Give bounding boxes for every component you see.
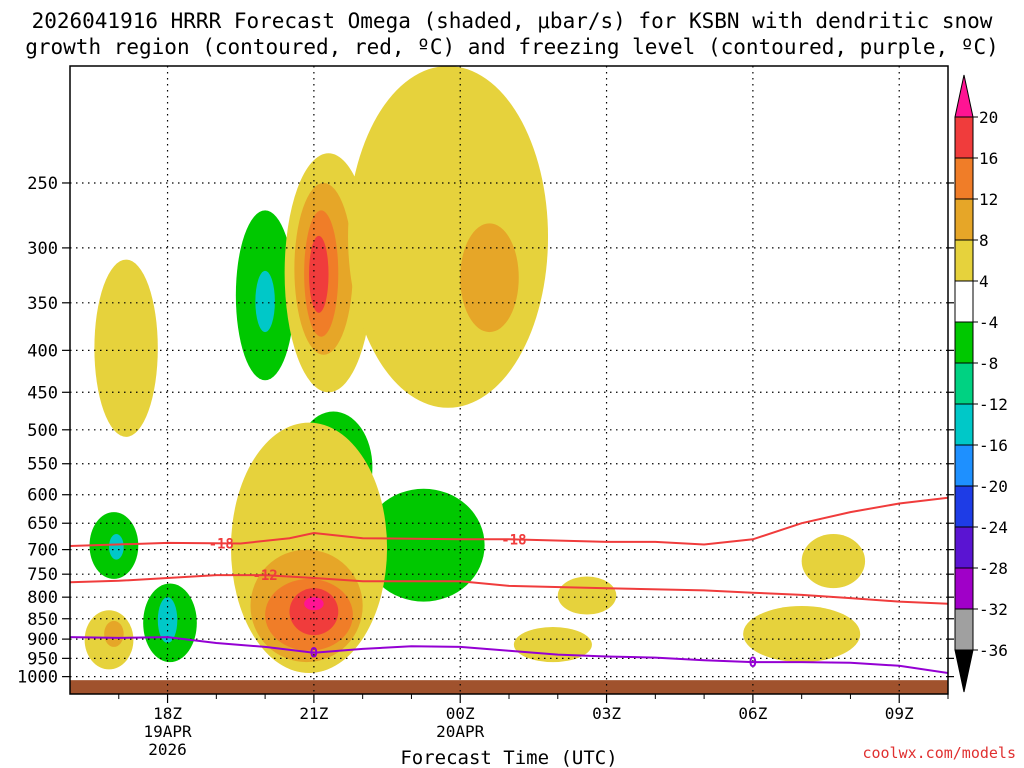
x-tick-label-18Z: 18Z — [153, 704, 182, 723]
omega-region-7 — [348, 66, 549, 408]
colorbar-label-11: -28 — [979, 559, 1008, 578]
y-tick-label-550: 550 — [27, 455, 58, 475]
omega-region-24 — [557, 576, 617, 615]
contour-labels: -18 -18 -12 0 0 — [209, 532, 758, 671]
y-tick-label-650: 650 — [27, 514, 58, 534]
colorbar-label-8: -16 — [979, 436, 1008, 455]
omega-region-15 — [289, 588, 339, 636]
colorbar-label-3: 8 — [979, 231, 989, 250]
axes: 2503003504004505005506006507007508008509… — [17, 174, 954, 759]
omega-region-16 — [304, 597, 324, 611]
colorbar: 20 16 12 8 4 -4 -8 -12 -16 -20 -24 -28 -32 -36 — [954, 74, 1008, 693]
x-tick-label-00Z: 00Z — [446, 704, 475, 723]
colorbar-box-7 — [954, 362, 974, 405]
chart-title-line2: growth region (contoured, red, ºC) and f… — [25, 35, 999, 59]
colorbar-bottom-arrow — [954, 649, 974, 693]
omega-fills — [84, 66, 866, 674]
colorbar-label-10: -24 — [979, 518, 1008, 537]
colorbar-box-13 — [954, 608, 974, 651]
colorbar-label-9: -20 — [979, 477, 1008, 496]
omega-region-22 — [157, 597, 178, 644]
freezing-level-label-0: 0 — [310, 646, 318, 662]
chart-title: 2026041916 HRRR Forecast Omega (shaded, … — [0, 8, 1024, 60]
dgz-isotherm-1 — [70, 574, 948, 605]
omega-region-0 — [94, 259, 158, 437]
grid-lines — [70, 66, 948, 694]
omega-region-26 — [801, 534, 866, 589]
dgz-label-0b: -18 — [501, 532, 526, 548]
colorbar-label-5: -4 — [979, 313, 998, 332]
colorbar-box-10 — [954, 485, 974, 528]
colorbar-label-7: -12 — [979, 395, 1008, 414]
colorbar-box-12 — [954, 567, 974, 610]
y-tick-label-900: 900 — [27, 630, 58, 650]
y-tick-label-300: 300 — [27, 239, 58, 259]
y-tick-label-400: 400 — [27, 341, 58, 361]
colorbar-box-2 — [954, 157, 974, 200]
colorbar-box-8 — [954, 403, 974, 446]
y-tick-label-750: 750 — [27, 565, 58, 585]
colorbar-label-4: 4 — [979, 272, 989, 291]
colorbar-box-6 — [954, 321, 974, 364]
colorbar-label-13: -36 — [979, 641, 1008, 660]
y-tick-label-800: 800 — [27, 588, 58, 608]
colorbar-top-arrow — [954, 74, 974, 118]
x-tick-date: 19APR — [143, 722, 192, 741]
colorbar-box-1 — [954, 116, 974, 159]
y-tick-label-1000: 1000 — [17, 668, 58, 688]
omega-region-23 — [513, 627, 592, 663]
colorbar-label-0: 20 — [979, 108, 998, 127]
x-tick-label-03Z: 03Z — [592, 704, 621, 723]
colorbar-label-12: -32 — [979, 600, 1008, 619]
omega-region-18 — [109, 534, 124, 560]
omega-region-6 — [309, 235, 329, 313]
omega-region-20 — [104, 620, 124, 647]
x-axis-title: Forecast Time (UTC) — [400, 747, 617, 768]
y-tick-label-350: 350 — [27, 294, 58, 314]
omega-region-10 — [362, 488, 485, 602]
omega-region-25 — [743, 605, 861, 663]
colorbar-box-5 — [954, 280, 974, 323]
ground-bar — [70, 680, 948, 694]
credit-text: coolwx.com/models — [862, 744, 1016, 762]
y-tick-label-600: 600 — [27, 486, 58, 506]
dgz-label-0: -18 — [209, 536, 234, 552]
y-tick-label-450: 450 — [27, 383, 58, 403]
colorbar-label-1: 16 — [979, 149, 998, 168]
y-tick-label-500: 500 — [27, 421, 58, 441]
x-tick-year: 2026 — [148, 740, 187, 759]
x-tick-label-06Z: 06Z — [738, 704, 767, 723]
y-tick-label-700: 700 — [27, 541, 58, 561]
colorbar-box-4 — [954, 239, 974, 282]
freezing-level-line — [70, 636, 948, 674]
omega-region-8 — [460, 223, 519, 333]
chart-title-line1: 2026041916 HRRR Forecast Omega (shaded, … — [31, 9, 993, 33]
dgz-label-1: -12 — [252, 568, 277, 584]
x-tick-label-21Z: 21Z — [299, 704, 328, 723]
freezing-level-label-1: 0 — [749, 655, 757, 671]
x-tick-date: 20APR — [436, 722, 485, 741]
y-tick-label-950: 950 — [27, 649, 58, 669]
omega-region-2 — [255, 270, 275, 333]
colorbar-box-11 — [954, 526, 974, 569]
colorbar-label-2: 12 — [979, 190, 998, 209]
contour-lines — [70, 496, 948, 674]
x-tick-label-09Z: 09Z — [885, 704, 914, 723]
dgz-isotherm-0 — [70, 496, 948, 547]
y-tick-label-850: 850 — [27, 610, 58, 630]
colorbar-box-3 — [954, 198, 974, 241]
colorbar-label-6: -8 — [979, 354, 998, 373]
y-tick-label-250: 250 — [27, 174, 58, 194]
colorbar-box-9 — [954, 444, 974, 487]
